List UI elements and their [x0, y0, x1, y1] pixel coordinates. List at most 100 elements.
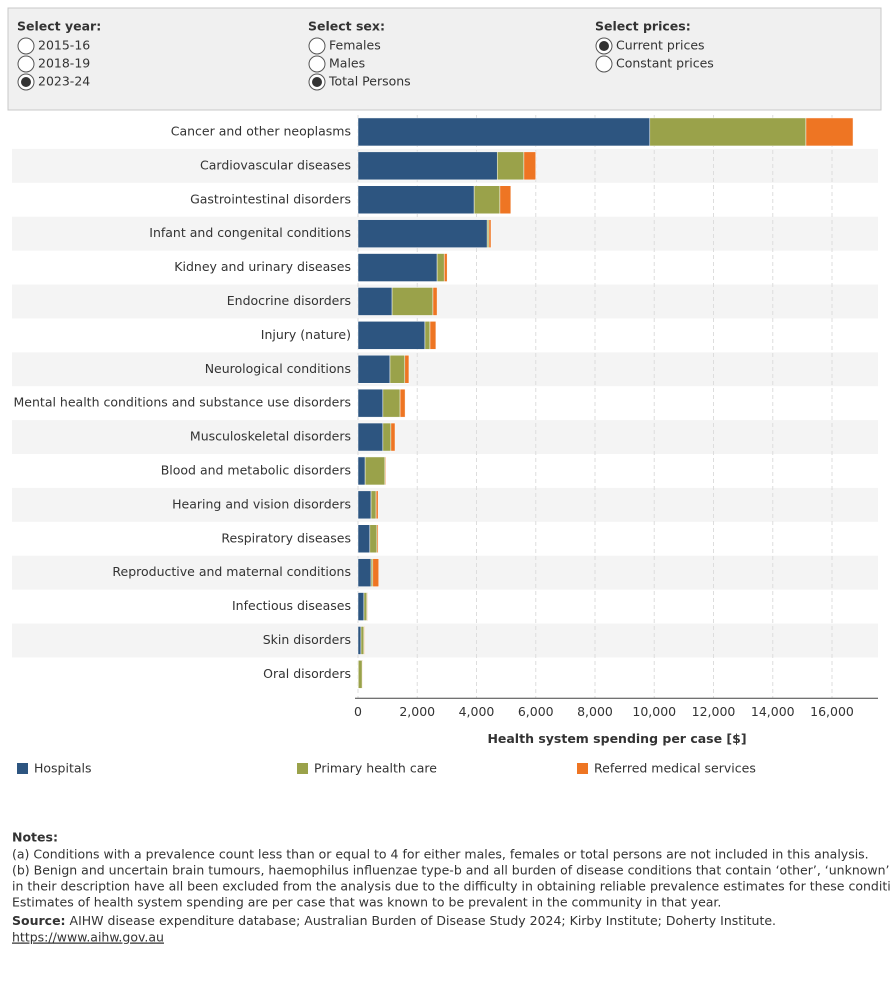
legend-label[interactable]: Primary health care	[314, 761, 437, 776]
row-band	[12, 623, 878, 658]
radio-label[interactable]: 2023-24	[38, 74, 90, 89]
radio-label[interactable]: 2018-19	[38, 56, 90, 71]
bar-segment	[473, 185, 501, 214]
x-tick-label: 6,000	[518, 704, 554, 719]
bar-segment	[370, 558, 374, 587]
bar-segment	[357, 253, 438, 282]
row-band	[12, 352, 878, 387]
y-tick-label: Cardiovascular diseases	[200, 157, 351, 172]
y-tick-label: Blood and metabolic disorders	[161, 462, 351, 477]
bar-segment	[496, 151, 525, 181]
bar-segment	[357, 524, 371, 553]
bar-segment	[357, 592, 365, 621]
radio-dot	[21, 77, 31, 87]
control-label: Select year:	[17, 19, 101, 34]
y-tick-label: Infectious diseases	[232, 598, 351, 613]
bar-segment	[499, 185, 512, 214]
bar-segment	[376, 524, 379, 553]
control-label: Select prices:	[595, 19, 691, 34]
radio-dot	[312, 77, 322, 87]
bar-segment	[357, 388, 384, 418]
legend-swatch	[297, 763, 308, 774]
bar-segment	[357, 355, 391, 384]
bar-segment	[364, 456, 386, 486]
control-label: Select sex:	[308, 19, 385, 34]
row-band	[12, 555, 878, 590]
bar-segment	[363, 592, 368, 621]
radio-label[interactable]: 2015-16	[38, 38, 90, 53]
y-tick-label: Respiratory diseases	[221, 530, 351, 545]
bar-segment	[649, 117, 807, 147]
y-tick-label: Endocrine disorders	[227, 293, 351, 308]
radio-label[interactable]: Current prices	[616, 38, 705, 53]
source-link[interactable]: https://www.aihw.gov.au	[12, 930, 164, 945]
x-axis-title: Health system spending per case [$]	[487, 731, 746, 746]
bar-segment	[357, 151, 498, 181]
radio-label[interactable]: Total Persons	[328, 74, 411, 89]
bar-segment	[357, 321, 426, 350]
bar-segment	[357, 558, 372, 587]
bar-segment	[429, 321, 437, 350]
x-tick-label: 4,000	[459, 704, 495, 719]
note-line: (a) Conditions with a prevalence count l…	[12, 847, 869, 862]
x-tick-label: 0	[354, 704, 362, 719]
y-tick-label: Mental health conditions and substance u…	[14, 395, 351, 410]
bar-segment	[384, 456, 387, 486]
y-tick-label: Musculoskeletal disorders	[190, 429, 351, 444]
bar-segment	[357, 185, 475, 214]
bar-segment	[805, 117, 854, 147]
radio[interactable]	[308, 55, 326, 73]
bar-segment	[361, 660, 363, 689]
legend-swatch	[17, 763, 28, 774]
source-text: AIHW disease expenditure database; Austr…	[70, 913, 776, 928]
bar-segment	[363, 626, 365, 655]
x-tick-label: 12,000	[692, 704, 736, 719]
bar-segment	[382, 388, 401, 418]
bar-segment	[488, 219, 492, 248]
source-label: Source:	[12, 913, 66, 928]
row-band	[12, 284, 878, 319]
notes-title: Notes:	[12, 830, 58, 845]
radio-label[interactable]: Females	[329, 38, 381, 53]
note-line: (b) Benign and uncertain brain tumours, …	[12, 863, 890, 878]
radio[interactable]	[308, 37, 326, 55]
bar-segment	[432, 287, 438, 316]
bar-segment	[436, 253, 445, 282]
x-tick-label: 8,000	[577, 704, 613, 719]
y-tick-label: Reproductive and maternal conditions	[112, 564, 351, 579]
radio-label[interactable]: Males	[329, 56, 365, 71]
bar-segment	[358, 660, 363, 689]
radio-dot	[599, 41, 609, 51]
x-tick-label: 2,000	[399, 704, 435, 719]
bar-segment	[404, 355, 410, 384]
bar-segment	[357, 117, 651, 147]
bar-segment	[375, 490, 379, 520]
x-tick-label: 16,000	[810, 704, 854, 719]
bar-segment	[357, 626, 362, 655]
radio-label[interactable]: Constant prices	[616, 56, 714, 71]
radio[interactable]	[17, 55, 35, 73]
y-tick-label: Oral disorders	[263, 666, 351, 681]
note-line: Estimates of health system spending are …	[12, 895, 721, 910]
radio[interactable]	[595, 55, 613, 73]
controls-panel	[7, 7, 882, 111]
radio[interactable]	[17, 37, 35, 55]
x-tick-label: 14,000	[751, 704, 795, 719]
y-tick-label: Neurological conditions	[205, 361, 351, 376]
legend-swatch	[577, 763, 588, 774]
bar-segment	[424, 321, 431, 350]
bar-segment	[399, 388, 406, 418]
bar-segment	[443, 253, 448, 282]
bar-segment	[357, 219, 488, 248]
legend-label[interactable]: Referred medical services	[594, 761, 756, 776]
bar-segment	[366, 592, 368, 621]
bar-segment	[390, 422, 396, 452]
bar-segment	[486, 219, 490, 248]
legend-label[interactable]: Hospitals	[34, 761, 92, 776]
note-line: in their description have all been exclu…	[12, 879, 890, 894]
y-tick-label: Hearing and vision disorders	[172, 496, 351, 511]
bar-segment	[360, 626, 365, 655]
bar-segment	[357, 456, 366, 486]
bar-segment	[357, 287, 393, 316]
